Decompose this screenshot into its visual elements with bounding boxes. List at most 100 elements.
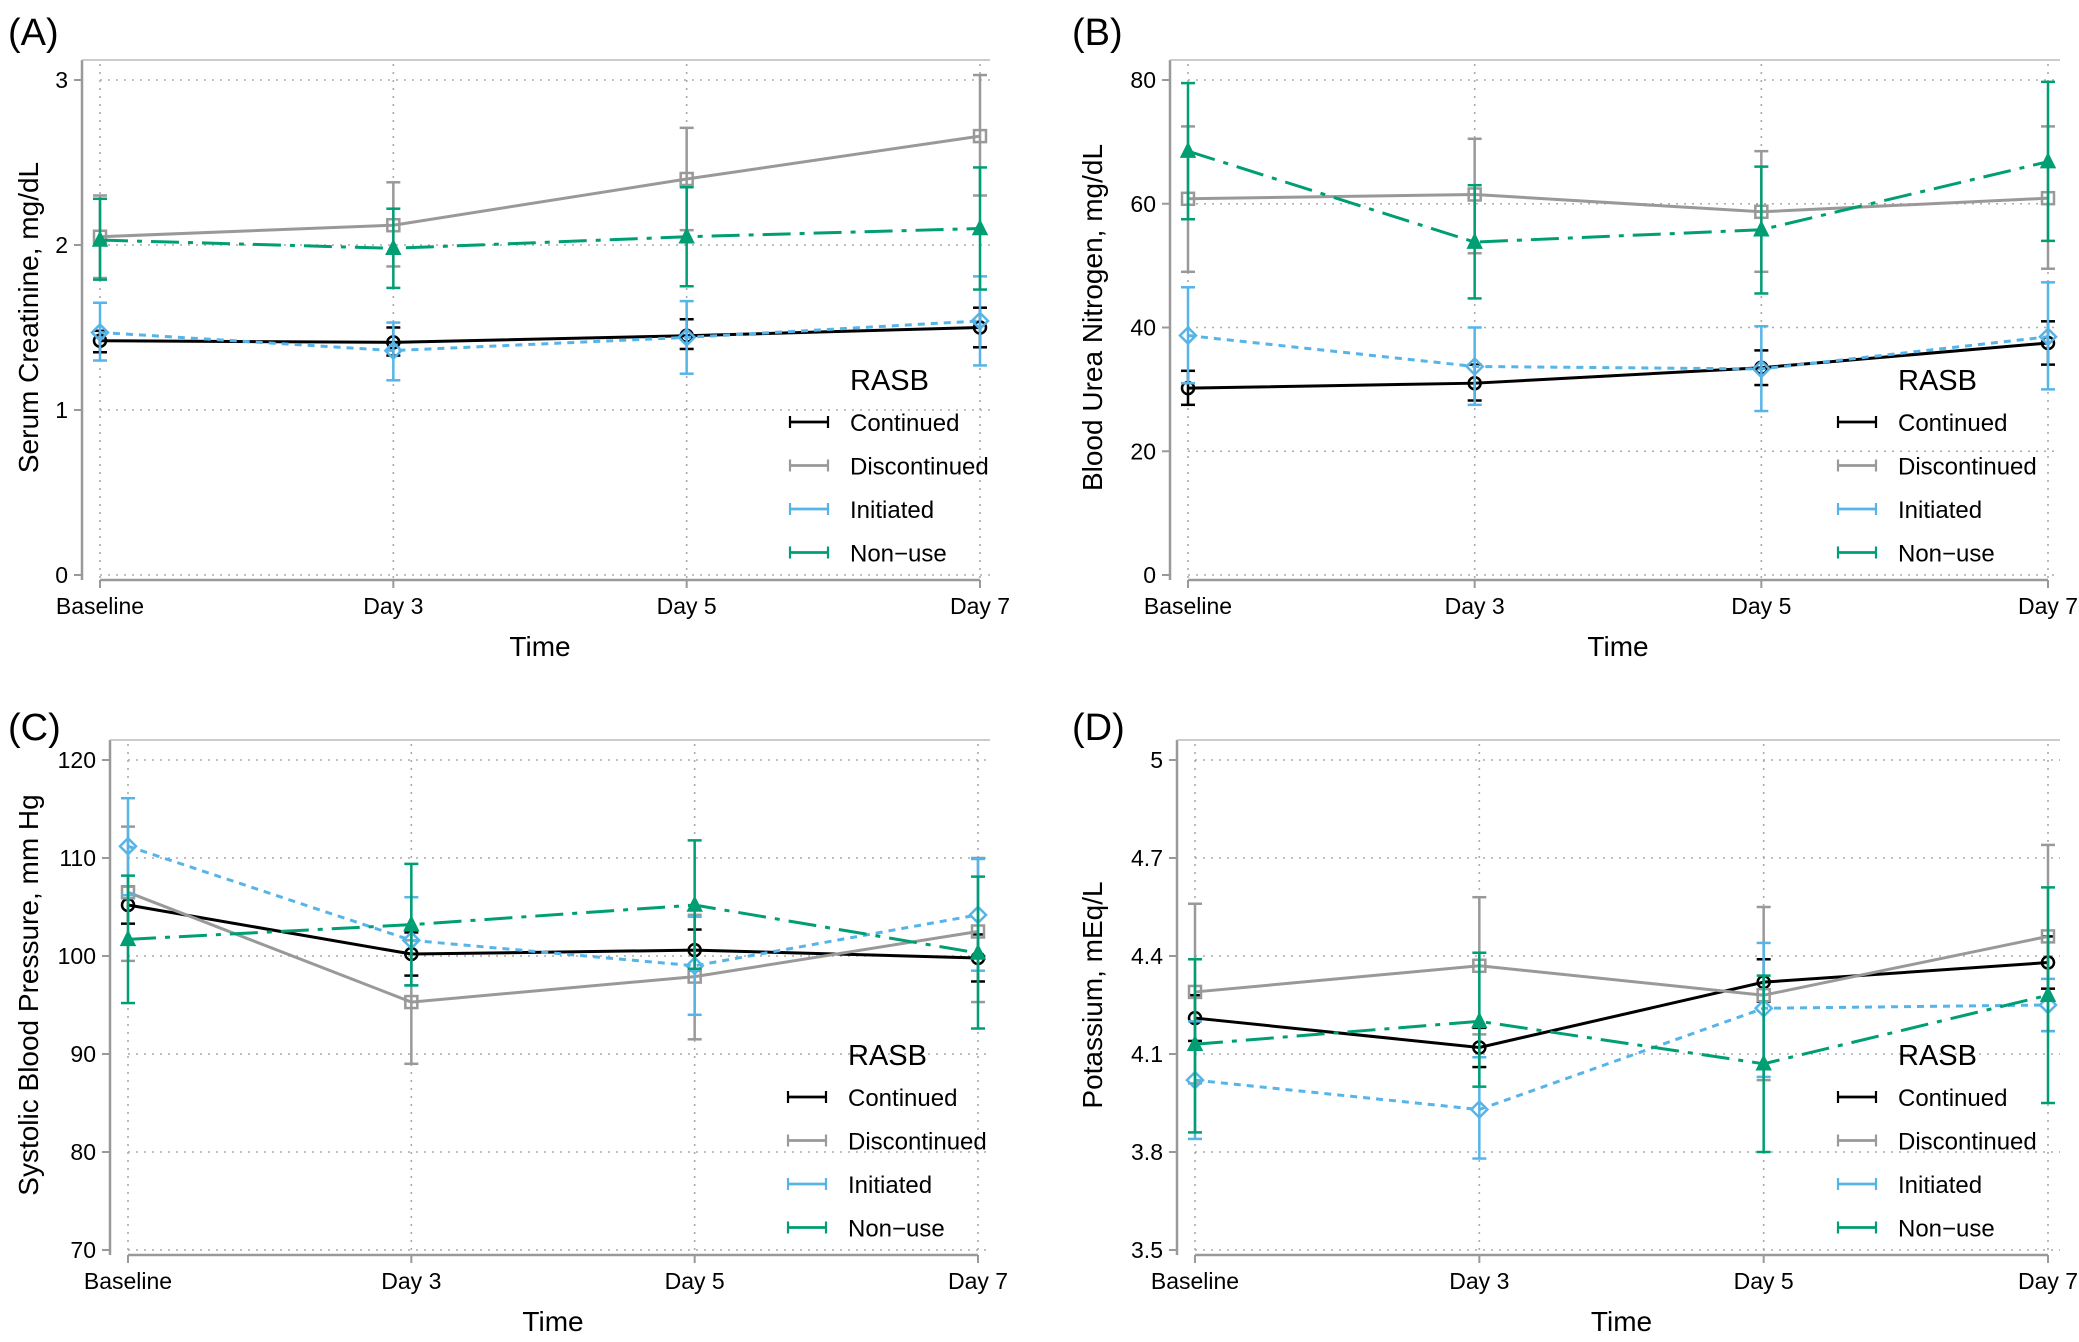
y-axis-title: Blood Urea Nitrogen, mg/dL xyxy=(1077,144,1108,491)
legend-item: Non−use xyxy=(786,1216,945,1243)
series-initiated xyxy=(90,275,990,382)
series-initiated xyxy=(1178,281,2058,413)
legend-item: Initiated xyxy=(788,497,934,524)
data-point xyxy=(403,914,420,932)
x-tick-label: Day 5 xyxy=(657,593,717,619)
panel-b: (B) 0 20 40 60 80 Baseline Day 3 Day 5 Day 7 Time B… xyxy=(1072,12,2078,662)
legend-label: Continued xyxy=(1898,1085,2007,1112)
series-line xyxy=(1187,192,2049,214)
legend-item: Continued xyxy=(788,410,959,437)
legend-item: Discontinued xyxy=(1836,1129,2037,1156)
series-nonuse xyxy=(1186,886,2057,1154)
series-line xyxy=(1194,993,2049,1066)
legend-item: Discontinued xyxy=(1836,454,2037,481)
y-tick-label: 4.4 xyxy=(1131,943,1163,969)
legend-label: Initiated xyxy=(1898,1172,1982,1199)
data-point xyxy=(1186,1034,1204,1051)
data-point xyxy=(404,994,419,1010)
y-axis-title: Systolic Blood Pressure, mm Hg xyxy=(13,794,44,1195)
panel-b-letter: (B) xyxy=(1072,12,1123,54)
y-tick-label: 70 xyxy=(70,1237,96,1263)
x-tick-label: Day 7 xyxy=(950,593,1010,619)
y-tick-label: 110 xyxy=(59,845,96,871)
panel-a: (A) 0 1 2 3 Baseline Day 3 Day 5 Day 7 Time Serum … xyxy=(8,12,1010,662)
legend-label: Discontinued xyxy=(1898,1129,2037,1156)
y-tick-label: 5 xyxy=(1150,747,1163,773)
data-point xyxy=(1179,141,1197,158)
series-line xyxy=(99,134,981,239)
x-tick-label: Day 3 xyxy=(1445,593,1505,619)
series-nonuse xyxy=(1179,80,2057,300)
x-axis-title: Time xyxy=(522,1306,583,1337)
legend-label: Discontinued xyxy=(1898,454,2037,481)
data-point xyxy=(1466,232,1483,249)
panel-a-letter: (A) xyxy=(8,12,59,54)
series-discontinued xyxy=(1180,125,2056,274)
y-tick-label: 3 xyxy=(55,67,68,93)
x-tick-label: Day 5 xyxy=(665,1268,725,1294)
data-point xyxy=(1178,325,1198,346)
y-tick-label: 60 xyxy=(1130,191,1156,217)
legend: RASB Continued Discontinued Initiated Non−us… xyxy=(1836,1040,2037,1243)
x-tick-label: Baseline xyxy=(56,593,144,619)
x-axis-title: Time xyxy=(509,631,570,662)
legend-item: Initiated xyxy=(1836,497,1982,524)
data-point xyxy=(1469,1099,1490,1120)
y-tick-label: 20 xyxy=(1130,438,1156,464)
legend-label: Initiated xyxy=(848,1172,932,1199)
legend-item: Discontinued xyxy=(786,1129,987,1156)
panel-c-letter: (C) xyxy=(8,707,61,749)
legend-item: Initiated xyxy=(1836,1172,1982,1199)
panel-d: (D) 3.5 3.8 4.1 4.4 4.7 5 Baseline Day 3 Day 5 Day… xyxy=(1072,707,2078,1337)
data-point xyxy=(90,322,110,343)
series-discontinued xyxy=(92,73,988,280)
data-point xyxy=(383,340,404,361)
legend-label: Non−use xyxy=(1898,1216,1995,1243)
y-tick-label: 40 xyxy=(1130,315,1156,341)
y-tick-label: 3.8 xyxy=(1131,1139,1163,1165)
x-tick-label: Baseline xyxy=(84,1268,172,1294)
data-point xyxy=(119,929,137,947)
series-continued xyxy=(92,306,988,357)
legend-label: Non−use xyxy=(850,541,947,568)
legend-item: Continued xyxy=(1836,410,2007,437)
panel-c: (C) 70 80 90 100 110 120 Baseline Day 3 Day 5 Day … xyxy=(8,707,1008,1337)
y-tick-label: 0 xyxy=(1143,562,1156,588)
data-point xyxy=(91,230,109,247)
data-point xyxy=(684,956,705,976)
x-tick-label: Baseline xyxy=(1151,1268,1239,1294)
data-point xyxy=(385,238,402,256)
legend-item: Non−use xyxy=(1836,541,1995,568)
y-axis-title: Serum Creatinine, mg/dL xyxy=(13,162,44,473)
x-tick-label: Day 7 xyxy=(2018,1268,2078,1294)
legend-label: Non−use xyxy=(1898,541,1995,568)
series-line xyxy=(1194,934,2049,997)
series-line xyxy=(99,227,981,250)
legend-label: Discontinued xyxy=(848,1129,987,1156)
x-tick-label: Day 7 xyxy=(2018,593,2078,619)
legend-label: Initiated xyxy=(850,497,934,524)
legend-item: Discontinued xyxy=(788,454,989,481)
legend-item: Non−use xyxy=(788,541,947,568)
x-tick-label: Day 7 xyxy=(948,1268,1008,1294)
x-axis-title: Time xyxy=(1587,631,1648,662)
x-tick-label: Baseline xyxy=(1144,593,1232,619)
legend: RASB Continued Discontinued Initiated Non−us… xyxy=(788,365,989,568)
legend-title: RASB xyxy=(1898,365,1977,397)
data-point xyxy=(1751,359,1772,379)
y-tick-label: 0 xyxy=(55,562,68,588)
legend: RASB Continued Discontinued Initiated Non−us… xyxy=(786,1040,987,1243)
y-axis-title: Potassium, mEq/L xyxy=(1077,881,1108,1108)
data-point xyxy=(970,311,990,331)
data-point xyxy=(678,227,695,244)
data-point xyxy=(679,171,694,187)
data-point xyxy=(1464,356,1485,377)
panel-d-letter: (D) xyxy=(1072,707,1125,749)
x-tick-label: Day 3 xyxy=(1449,1268,1509,1294)
series-line xyxy=(99,319,981,353)
data-point xyxy=(1471,1011,1488,1029)
legend: RASB Continued Discontinued Initiated Non−us… xyxy=(1836,365,2037,568)
y-tick-label: 1 xyxy=(55,397,68,423)
series-line xyxy=(1194,1003,2049,1112)
